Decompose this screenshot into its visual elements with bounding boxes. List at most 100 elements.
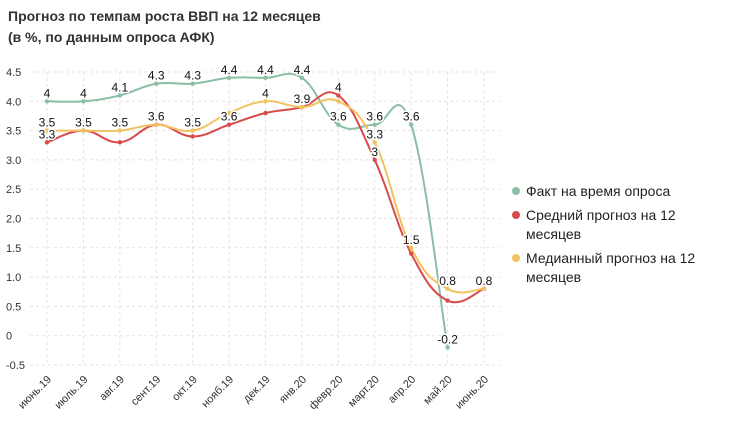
data-label: 3.5 — [111, 116, 128, 130]
point-median — [263, 99, 268, 104]
point-fact — [372, 122, 377, 127]
y-tick-label: 0.5 — [6, 301, 21, 313]
point-median — [408, 245, 414, 250]
x-tick-label: нояб.19 — [200, 374, 237, 411]
point-fact — [190, 81, 195, 86]
x-tick-label: июль.19 — [53, 374, 91, 412]
x-tick-label: апр.20 — [386, 374, 418, 406]
x-tick-label: сент.19 — [129, 374, 164, 409]
point-fact — [408, 122, 414, 127]
legend-marker-median — [512, 254, 520, 262]
data-label: 4 — [262, 86, 269, 100]
x-tick-label: март.20 — [346, 374, 382, 410]
chart-legend: Факт на время опроса Средний прогноз на … — [512, 182, 727, 292]
data-label: 4 — [80, 86, 87, 100]
legend-item-fact[interactable]: Факт на время опроса — [512, 182, 727, 201]
point-median — [372, 140, 377, 145]
data-label: 3.6 — [148, 110, 165, 124]
point-median — [190, 128, 195, 133]
point-fact — [336, 122, 341, 127]
legend-item-average[interactable]: Средний прогноз на 12 месяцев — [512, 206, 727, 244]
point-median — [81, 128, 86, 133]
data-label: 4.1 — [111, 80, 128, 94]
point-fact — [226, 75, 232, 81]
data-label: 1.5 — [403, 233, 420, 247]
point-median — [117, 128, 123, 133]
chart-title-line-1: Прогноз по темпам роста ВВП на 12 месяце… — [8, 8, 321, 24]
data-label: 3.5 — [39, 116, 56, 130]
data-label: 3.6 — [330, 110, 347, 124]
x-tick-label: дек.19 — [241, 374, 273, 406]
y-tick-label: 0 — [6, 331, 12, 343]
point-median — [154, 122, 159, 127]
point-average — [336, 93, 341, 98]
y-tick-label: 2.0 — [6, 214, 21, 226]
x-tick-label: май.20 — [421, 374, 454, 407]
data-label: 3.6 — [403, 110, 420, 124]
data-label: 4.3 — [184, 69, 201, 83]
chart-title-line-2: (в %, по данным опроса АФК) — [8, 29, 215, 45]
point-fact — [445, 345, 450, 350]
data-label: -0.2 — [437, 332, 458, 346]
x-tick-label: окт.19 — [170, 374, 200, 404]
legend-label-average: Средний прогноз на 12 месяцев — [526, 207, 676, 242]
point-fact — [299, 75, 305, 81]
y-tick-label: 3.5 — [6, 126, 21, 138]
point-fact — [154, 81, 159, 86]
series-points — [44, 75, 487, 350]
data-label: 0.8 — [476, 274, 493, 288]
y-tick-label: 1.5 — [6, 243, 21, 255]
point-fact — [117, 93, 123, 98]
point-median — [336, 99, 341, 104]
point-median — [226, 110, 232, 116]
data-label: 3.3 — [39, 127, 56, 141]
y-tick-label: 3.0 — [6, 155, 21, 167]
data-label: 4 — [44, 86, 51, 100]
data-label: 0.8 — [439, 274, 456, 288]
point-average — [408, 251, 414, 256]
point-average — [372, 157, 377, 163]
point-fact — [44, 99, 50, 104]
y-axis-tick-labels: 4.5 4.0 3.5 3.0 2.5 2.0 1.5 1.0 0.5 0 -0.5 — [6, 67, 25, 372]
legend-marker-average — [512, 211, 520, 219]
legend-label-fact: Факт на время опроса — [526, 183, 671, 199]
data-label: 4.4 — [221, 63, 238, 77]
x-tick-label: янв.20 — [277, 374, 309, 406]
data-label: 3.5 — [184, 116, 201, 130]
chart-title: Прогноз по темпам роста ВВП на 12 месяце… — [8, 6, 321, 48]
y-tick-label: 4.5 — [6, 67, 21, 79]
data-label: 4.4 — [294, 63, 311, 77]
data-label: 4.4 — [257, 63, 274, 77]
data-labels: 4 4 4.14.3 4.3 4.4 4.4 4.43.53.33.5 3.5 3.6 3.5 3.… — [37, 61, 494, 348]
point-average — [117, 140, 123, 145]
data-label: 4 — [335, 80, 342, 94]
point-median — [481, 286, 487, 292]
x-tick-label: июнь.19 — [16, 374, 54, 412]
x-tick-label: февр.20 — [307, 374, 345, 412]
point-average — [226, 122, 232, 127]
point-fact — [263, 75, 268, 81]
legend-item-median[interactable]: Медианный прогноз на 12 месяцев — [512, 249, 727, 287]
data-label: 3.6 — [221, 110, 238, 124]
y-tick-label: -0.5 — [6, 360, 25, 372]
x-tick-label: июнь.20 — [453, 374, 491, 412]
data-label: 3.9 — [294, 92, 311, 106]
y-tick-label: 4.0 — [6, 96, 21, 108]
data-label: 3.5 — [75, 116, 92, 130]
point-average — [445, 298, 450, 303]
point-average — [190, 134, 195, 139]
data-label: 3.3 — [366, 127, 383, 141]
y-tick-label: 1.0 — [6, 272, 21, 284]
point-median — [44, 128, 50, 133]
point-average — [263, 110, 268, 116]
point-median — [299, 104, 305, 110]
data-label: 4.3 — [148, 69, 165, 83]
legend-marker-fact — [512, 187, 520, 195]
x-tick-label: авг.19 — [97, 374, 127, 404]
y-tick-label: 2.5 — [6, 184, 21, 196]
legend-label-median: Медианный прогноз на 12 месяцев — [526, 250, 696, 285]
data-label: 3 — [371, 145, 378, 159]
point-median — [445, 286, 450, 292]
